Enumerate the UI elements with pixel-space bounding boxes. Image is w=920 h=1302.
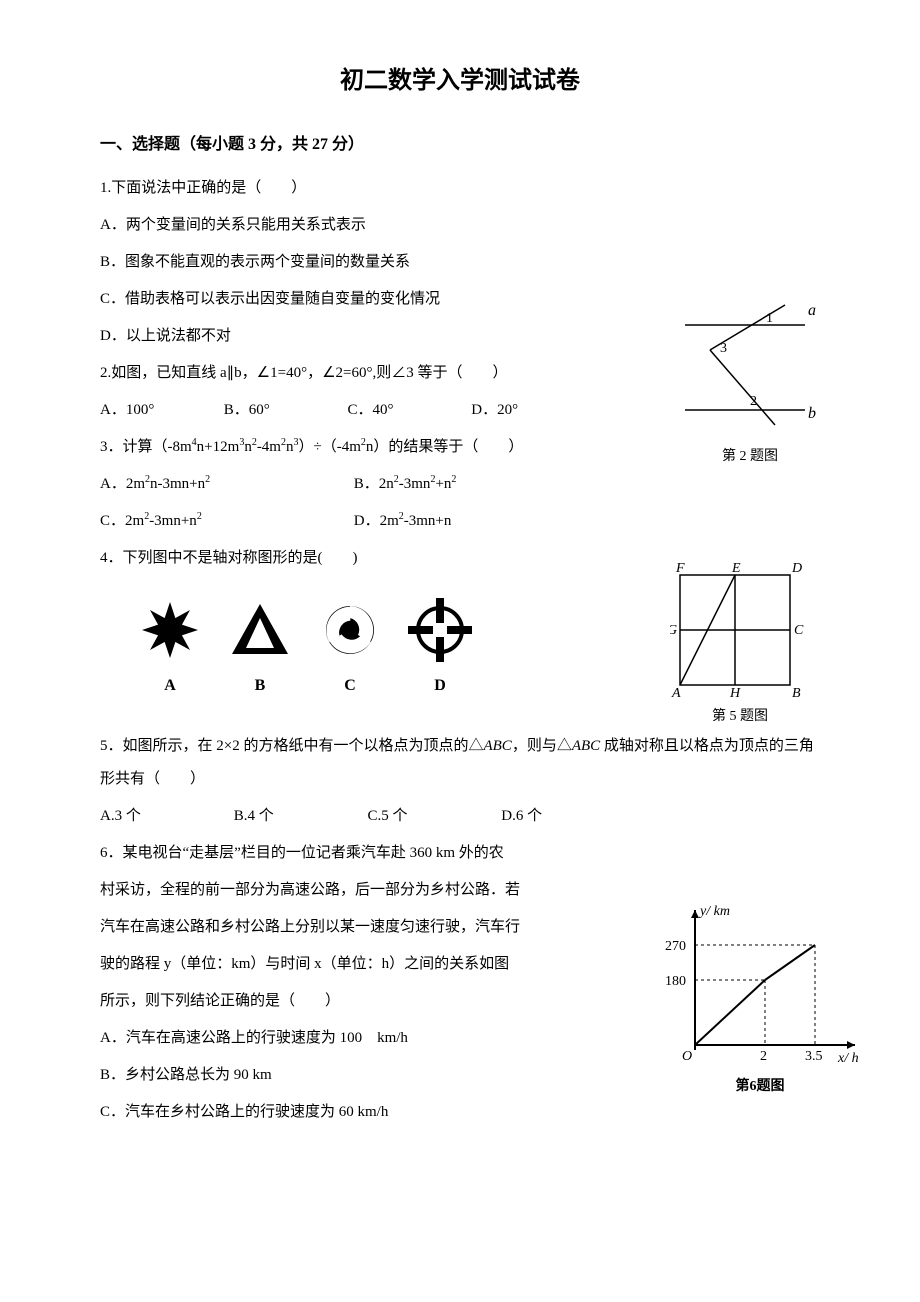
fig5-D: D	[791, 561, 802, 576]
fig5-E: E	[731, 561, 741, 576]
fig2-caption: 第 2 题图	[680, 445, 820, 465]
q4-label-A: A	[164, 677, 176, 694]
fig6-caption: 第6题图	[660, 1075, 860, 1095]
fig6-svg: y/ km 270 180 O 2 3.5 x/ h	[660, 900, 860, 1070]
q2-text: 2.如图，已知直线 a∥b，∠1=40°，∠2=60°,则∠3 等于（ ）	[100, 357, 660, 390]
section-header: 一、选择题（每小题 3 分，共 27 分）	[100, 130, 820, 154]
figure-q6: y/ km 270 180 O 2 3.5 x/ h 第6题图	[660, 900, 860, 1095]
fig5-G: G	[670, 623, 677, 638]
fig6-ylabel: y/ km	[698, 904, 730, 919]
fig6-O: O	[682, 1049, 692, 1064]
q2-optC: C．40°	[348, 394, 468, 427]
q5-abc2: ABC	[572, 738, 600, 754]
q4-label-B: B	[255, 677, 266, 694]
q6-l5: 所示，则下列结论正确的是（ ）	[100, 985, 640, 1018]
q3-B-mid: -3mn	[399, 476, 431, 492]
fig2-label1: 1	[766, 311, 773, 326]
q3-options-row1: A．2m2n-3mn+n2 B．2n2-3mn2+n2	[100, 468, 820, 501]
q4-label-D: D	[434, 677, 446, 694]
q6-l1: 6．某电视台“走基层”栏目的一位记者乘汽车赴 360 km 外的农	[100, 837, 640, 870]
q5-abc1: ABC	[483, 738, 511, 754]
q3-optC: C．2m2-3mn+n2	[100, 505, 350, 538]
q5-optD: D.6 个	[501, 800, 631, 833]
q2-optA: A．100°	[100, 394, 220, 427]
q3-optD: D．2m2-3mn+n	[354, 505, 604, 538]
fig6-x35: 3.5	[805, 1049, 823, 1064]
fig2-labelB: b	[808, 405, 816, 422]
q3-B-pre: B．2n	[354, 476, 394, 492]
fig6-y270: 270	[665, 939, 686, 954]
q6-l3: 汽车在高速公路和乡村公路上分别以某一速度匀速行驶，汽车行	[100, 911, 640, 944]
q5-p2: ，则与△	[512, 738, 572, 754]
q3-B-post: +n	[435, 476, 451, 492]
fig5-B: B	[792, 686, 801, 700]
q1-text: 1.下面说法中正确的是（ ）	[100, 172, 820, 205]
fig5-caption: 第 5 题图	[670, 705, 810, 725]
fig6-x2: 2	[760, 1049, 767, 1064]
q2-optB: B．60°	[224, 394, 344, 427]
q5-options: A.3 个 B.4 个 C.5 个 D.6 个	[100, 800, 820, 833]
q3-t1: 3．计算（-8m	[100, 439, 192, 455]
fig2-label3: 3	[720, 341, 727, 356]
q3-t4: -4m	[257, 439, 281, 455]
q3-t3: n	[244, 439, 252, 455]
q3-C-mid: -3mn+n	[149, 513, 197, 529]
q3-t2: n+12m	[197, 439, 240, 455]
figure-q2: 1 3 2 a b 第 2 题图	[680, 300, 820, 465]
fig5-F: F	[675, 561, 685, 576]
q3-optB: B．2n2-3mn2+n2	[354, 468, 604, 501]
fig5-A: A	[671, 686, 681, 700]
q5-optC: C.5 个	[368, 800, 498, 833]
q3-D-pre: D．2m	[354, 513, 399, 529]
fig6-y180: 180	[665, 974, 686, 989]
fig6-xlabel: x/ h	[837, 1051, 859, 1066]
q3-C-pre: C．2m	[100, 513, 144, 529]
q3-options-row2: C．2m2-3mn+n2 D．2m2-3mn+n	[100, 505, 820, 538]
fig2-labelA: a	[808, 302, 816, 319]
fig5-svg: F E D G C A H B	[670, 560, 810, 700]
q3-text: 3．计算（-8m4n+12m3n2-4m2n3）÷（-4m2n）的结果等于（ ）	[100, 431, 660, 464]
q6-l2: 村采访，全程的前一部分为高速公路，后一部分为乡村公路．若	[100, 874, 640, 907]
q3-t6: ）÷（-4m	[298, 439, 360, 455]
q5-p1: 5．如图所示，在 2×2 的方格纸中有一个以格点为顶点的△	[100, 738, 483, 754]
figure-q5: F E D G C A H B 第 5 题图	[670, 560, 810, 725]
q6-l4: 驶的路程 y（单位：km）与时间 x（单位：h）之间的关系如图	[100, 948, 640, 981]
page-title: 初二数学入学测试试卷	[100, 60, 820, 95]
q1-optB: B．图象不能直观的表示两个变量间的数量关系	[100, 246, 820, 279]
q3-D-mid: -3mn+n	[404, 513, 452, 529]
q2-optD: D．20°	[471, 394, 591, 427]
q4-label-C: C	[344, 677, 356, 694]
fig2-svg: 1 3 2 a b	[680, 300, 820, 440]
q3-optA: A．2m2n-3mn+n2	[100, 468, 350, 501]
q5-optA: A.3 个	[100, 800, 230, 833]
fig2-label2: 2	[750, 394, 757, 409]
q4-svg: A B C D	[130, 590, 490, 700]
q1-optA: A．两个变量间的关系只能用关系式表示	[100, 209, 820, 242]
fig5-H: H	[729, 686, 741, 700]
q5-text: 5．如图所示，在 2×2 的方格纸中有一个以格点为顶点的△ABC，则与△ABC …	[100, 730, 820, 796]
q6-optC: C．汽车在乡村公路上的行驶速度为 60 km/h	[100, 1096, 820, 1129]
fig5-C: C	[794, 623, 804, 638]
q3-A-pre: A．2m	[100, 476, 145, 492]
q3-A-mid: n-3mn+n	[150, 476, 205, 492]
q5-optB: B.4 个	[234, 800, 364, 833]
q3-t7: n）的结果等于（ ）	[366, 439, 524, 455]
